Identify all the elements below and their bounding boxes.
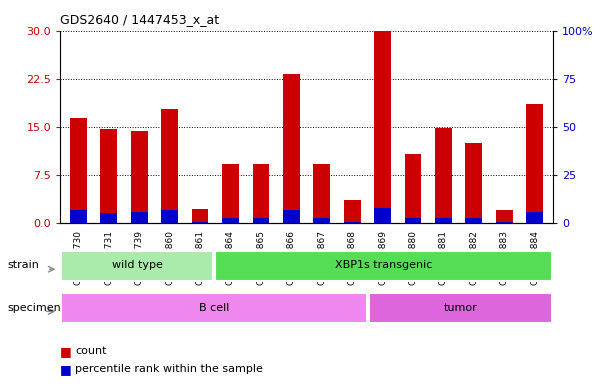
Text: strain: strain	[7, 260, 39, 270]
Bar	[344, 222, 361, 223]
Text: ■: ■	[60, 363, 72, 376]
Bar	[100, 129, 117, 223]
Bar	[70, 210, 87, 223]
Text: tumor: tumor	[444, 303, 477, 313]
Bar	[252, 164, 269, 223]
Bar	[161, 109, 178, 223]
Bar	[526, 212, 543, 223]
Bar	[496, 210, 513, 223]
Bar	[283, 210, 300, 223]
Text: specimen: specimen	[7, 303, 61, 313]
Bar	[161, 210, 178, 223]
Text: GDS2640 / 1447453_x_at: GDS2640 / 1447453_x_at	[60, 13, 219, 26]
Bar	[496, 222, 513, 223]
Bar	[283, 74, 300, 223]
Bar	[435, 218, 452, 223]
Bar	[465, 143, 482, 223]
Bar	[526, 104, 543, 223]
Bar	[61, 251, 213, 281]
Text: B cell: B cell	[199, 303, 230, 313]
Bar	[465, 218, 482, 223]
Bar	[70, 118, 87, 223]
Bar	[374, 208, 391, 223]
Bar	[222, 164, 239, 223]
Bar	[131, 212, 148, 223]
Bar	[404, 218, 421, 223]
Bar	[313, 218, 330, 223]
Text: count: count	[75, 346, 106, 356]
Bar	[131, 131, 148, 223]
Bar	[192, 209, 209, 223]
Text: XBP1s transgenic: XBP1s transgenic	[335, 260, 432, 270]
Text: wild type: wild type	[112, 260, 162, 270]
Bar	[404, 154, 421, 223]
Bar	[192, 222, 209, 223]
Bar	[100, 213, 117, 223]
Text: ■: ■	[60, 345, 72, 358]
Bar	[344, 200, 361, 223]
Bar	[252, 218, 269, 223]
Text: percentile rank within the sample: percentile rank within the sample	[75, 364, 263, 374]
Bar	[61, 293, 367, 323]
Bar	[215, 251, 552, 281]
Bar	[369, 293, 552, 323]
Bar	[222, 218, 239, 223]
Bar	[435, 128, 452, 223]
Bar	[313, 164, 330, 223]
Bar	[374, 31, 391, 223]
